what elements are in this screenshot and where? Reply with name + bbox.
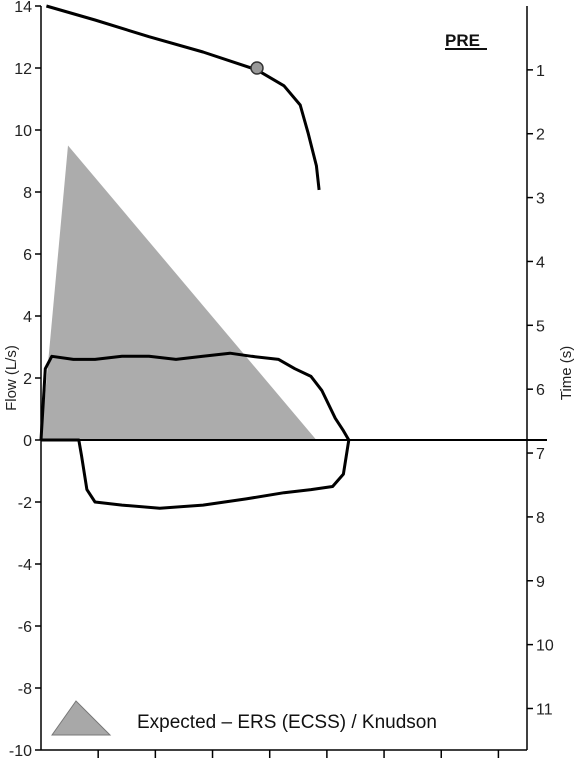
right-tick-label: 7 [536, 446, 545, 463]
expiratory-flow-curve [39, 351, 351, 441]
right-tick-label: 3 [536, 191, 545, 208]
pre-badge: PRE [445, 31, 480, 50]
left-tick-label: 10 [14, 123, 32, 140]
inspiratory-flow-curve [41, 438, 351, 510]
curves-layer [39, 4, 351, 510]
right-tick-label: 1 [536, 63, 545, 80]
left-tick-label: -4 [18, 557, 32, 574]
left-tick-label: 4 [23, 309, 32, 326]
left-axis-ticks: -10 -8 -6 -4 -2 0 2 4 6 8 10 12 14 [9, 0, 41, 760]
expected-area-layer [41, 145, 317, 440]
expected-triangle-area [41, 145, 317, 440]
left-axis-title: Flow (L/s) [3, 345, 20, 411]
right-tick-label: 4 [536, 254, 545, 271]
left-tick-label: 12 [14, 61, 32, 78]
left-tick-label: -10 [9, 743, 32, 760]
left-tick-label: 0 [23, 433, 32, 450]
right-tick-label: 6 [536, 382, 545, 399]
bottom-axis-ticks [97, 750, 500, 758]
left-tick-label: 8 [23, 185, 32, 202]
left-tick-label: 2 [23, 371, 32, 388]
left-tick-label: 6 [23, 247, 32, 264]
left-tick-label: -8 [18, 681, 32, 698]
right-tick-label: 9 [536, 574, 545, 591]
right-axis-title: Time (s) [558, 346, 575, 400]
legend-swatch [51, 700, 112, 736]
left-tick-label: 14 [14, 0, 32, 16]
left-tick-label: -6 [18, 619, 32, 636]
right-tick-label: 5 [536, 318, 545, 335]
right-tick-label: 10 [536, 638, 554, 655]
legend-label: Expected – ERS (ECSS) / Knudson [137, 712, 437, 733]
marker-dot [250, 61, 264, 75]
volume-time-curve [45, 4, 321, 191]
left-tick-label: -2 [18, 495, 32, 512]
right-tick-label: 8 [536, 510, 545, 527]
right-tick-label: 2 [536, 127, 545, 144]
right-tick-label: 11 [536, 701, 553, 718]
right-axis-ticks: 1 2 3 4 5 6 7 8 9 10 11 [527, 63, 554, 718]
